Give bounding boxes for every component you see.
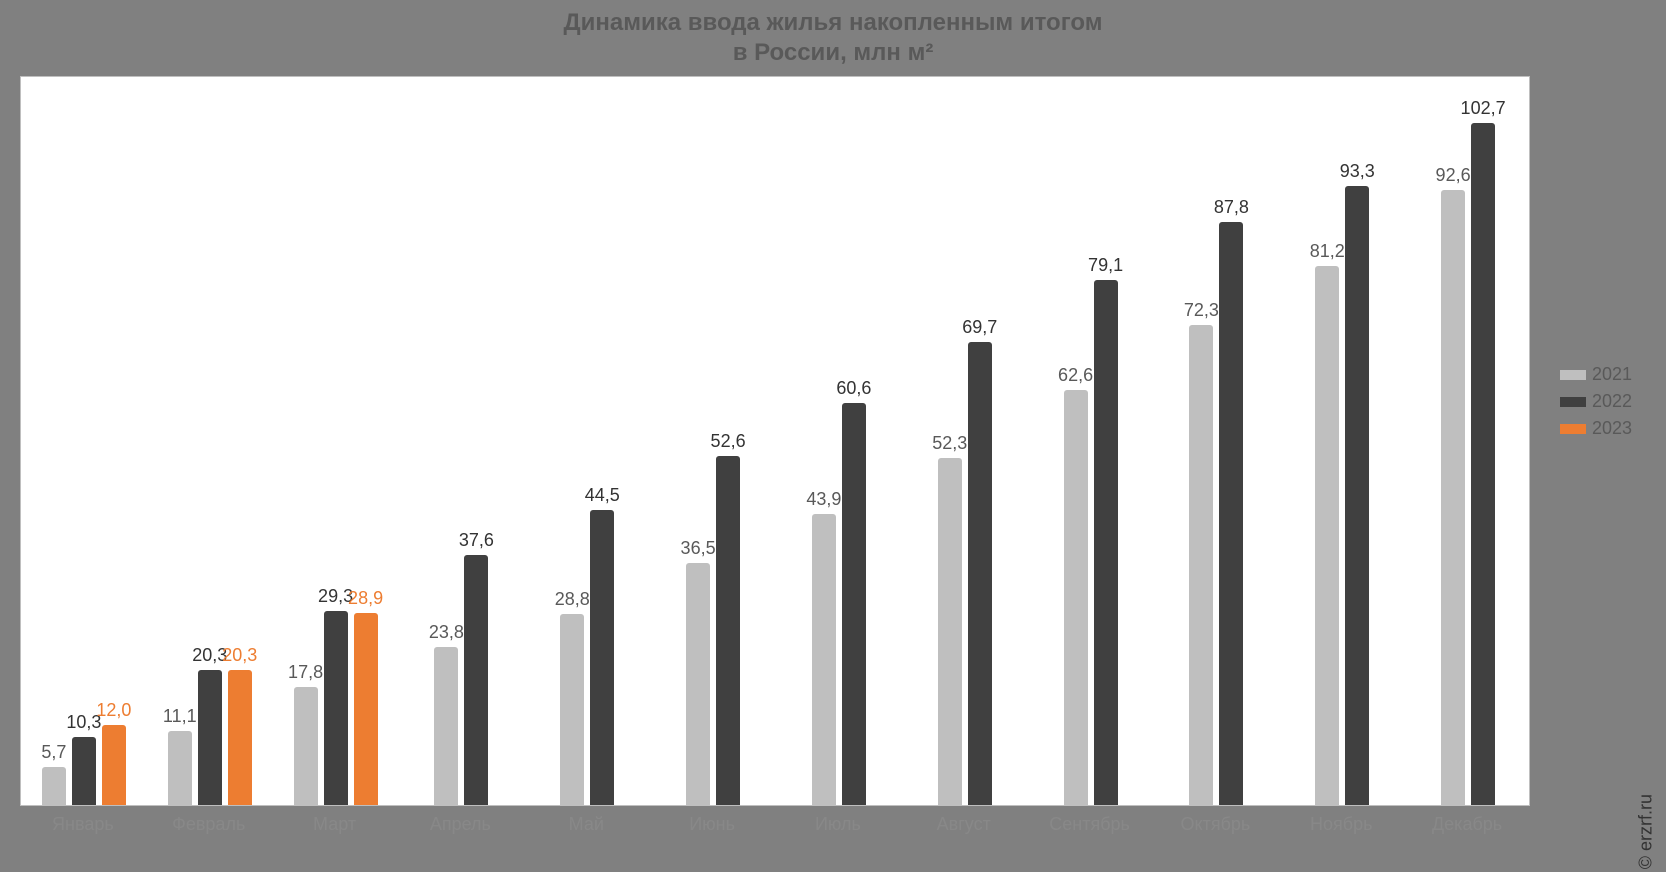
bar-2021 — [434, 647, 458, 805]
bar-2021 — [42, 767, 66, 805]
bar-label: 20,3 — [222, 645, 257, 666]
x-tick: Октябрь — [1181, 814, 1251, 835]
bar-2022 — [968, 342, 992, 805]
bar-label: 92,6 — [1436, 165, 1471, 186]
bar-2021 — [812, 514, 836, 805]
bar-2022 — [1471, 123, 1495, 805]
legend-label: 2022 — [1592, 391, 1632, 412]
legend-item-2023: 2023 — [1560, 418, 1632, 439]
x-tick: Декабрь — [1432, 814, 1502, 835]
chart-title: Динамика ввода жилья накопленным итогом … — [0, 0, 1666, 68]
x-tick: Май — [569, 814, 604, 835]
x-tick: Февраль — [172, 814, 245, 835]
bar-2021 — [1441, 190, 1465, 805]
bar-label: 102,7 — [1461, 98, 1506, 119]
bar-2021 — [560, 614, 584, 805]
bar-2022 — [1345, 186, 1369, 805]
bar-2022 — [590, 510, 614, 805]
x-tick: Апрель — [430, 814, 491, 835]
bar-label: 5,7 — [41, 742, 66, 763]
bar-label: 43,9 — [806, 489, 841, 510]
x-tick: Март — [313, 814, 356, 835]
x-tick: Январь — [52, 814, 114, 835]
bar-label: 87,8 — [1214, 197, 1249, 218]
bar-2021 — [686, 563, 710, 805]
legend-swatch — [1560, 397, 1586, 407]
bar-2022 — [72, 737, 96, 805]
bar-2021 — [294, 687, 318, 805]
bar-2023 — [354, 613, 378, 805]
bar-label: 36,5 — [681, 538, 716, 559]
legend-swatch — [1560, 424, 1586, 434]
bar-2022 — [1219, 222, 1243, 805]
bar-2021 — [1064, 390, 1088, 805]
x-tick: Сентябрь — [1049, 814, 1130, 835]
chart-title-line2: в России, млн м² — [733, 39, 934, 66]
x-axis: Январь Февраль Март Апрель Май Июнь Июль Август… — [20, 808, 1530, 848]
bar-2022 — [464, 555, 488, 805]
bar-2021 — [168, 731, 192, 805]
bar-label: 52,6 — [711, 431, 746, 452]
copyright: © erzrf.ru — [1635, 794, 1656, 869]
bar-label: 44,5 — [585, 485, 620, 506]
bar-2021 — [938, 458, 962, 805]
bar-label: 93,3 — [1340, 161, 1375, 182]
bar-label: 23,8 — [429, 622, 464, 643]
chart-title-line1: Динамика ввода жилья накопленным итогом — [564, 9, 1103, 36]
plot-area: 5,710,312,011,120,320,317,829,328,923,83… — [20, 76, 1530, 806]
legend-item-2022: 2022 — [1560, 391, 1632, 412]
bar-label: 28,9 — [348, 588, 383, 609]
bar-2022 — [1094, 280, 1118, 805]
legend: 2021 2022 2023 — [1560, 358, 1632, 445]
bar-2022 — [324, 611, 348, 805]
bar-2022 — [198, 670, 222, 805]
bar-2022 — [842, 403, 866, 805]
bar-2023 — [102, 725, 126, 805]
bar-2021 — [1189, 325, 1213, 805]
x-tick: Июль — [815, 814, 861, 835]
legend-label: 2021 — [1592, 364, 1632, 385]
bar-label: 37,6 — [459, 530, 494, 551]
bar-2022 — [716, 456, 740, 805]
legend-item-2021: 2021 — [1560, 364, 1632, 385]
bar-label: 28,8 — [555, 589, 590, 610]
x-tick: Июнь — [689, 814, 735, 835]
bar-label: 81,2 — [1310, 241, 1345, 262]
bar-label: 52,3 — [932, 433, 967, 454]
bar-label: 79,1 — [1088, 255, 1123, 276]
bar-label: 60,6 — [836, 378, 871, 399]
x-tick: Август — [937, 814, 991, 835]
bar-2021 — [1315, 266, 1339, 805]
legend-swatch — [1560, 370, 1586, 380]
bar-label: 11,1 — [163, 706, 197, 727]
bar-label: 12,0 — [96, 700, 131, 721]
bar-2023 — [228, 670, 252, 805]
bar-label: 62,6 — [1058, 365, 1093, 386]
legend-label: 2023 — [1592, 418, 1632, 439]
x-tick: Ноябрь — [1310, 814, 1372, 835]
bar-label: 69,7 — [962, 317, 997, 338]
bar-label: 72,3 — [1184, 300, 1219, 321]
bar-label: 17,8 — [288, 662, 323, 683]
